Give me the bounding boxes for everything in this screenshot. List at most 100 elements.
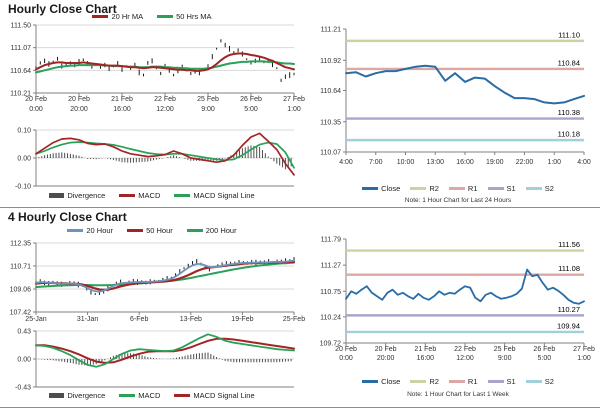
- legend-item-macd-signal-line: MACD Signal Line: [174, 191, 255, 200]
- svg-text:9:00: 9:00: [498, 355, 512, 362]
- legend-label: S2: [544, 377, 554, 386]
- four-hourly-chart-title: 4 Hourly Close Chart: [8, 210, 127, 224]
- legend-item-divergence: Divergence: [49, 391, 105, 400]
- weekly-note: Note: 1 Hour Chart for Last 1 Week: [407, 391, 509, 398]
- legend-label: S1: [506, 377, 516, 386]
- svg-text:13:00: 13:00: [426, 159, 444, 166]
- svg-text:22 Feb: 22 Feb: [454, 346, 476, 353]
- legend-label: Close: [381, 377, 401, 386]
- hourly-ma-legend: 20 Hr MA 50 Hrs MA: [6, 12, 298, 21]
- legend-line-swatch-icon: [186, 229, 203, 232]
- hourly-macd-legend: Divergence MACD MACD Signal Line: [6, 191, 298, 200]
- legend-line-swatch-icon: [174, 194, 191, 197]
- legend-line-swatch-icon: [119, 194, 136, 197]
- legend-line-swatch-icon: [362, 380, 379, 383]
- svg-text:16:00: 16:00: [456, 159, 474, 166]
- legend-item-s2: S2: [525, 184, 554, 193]
- svg-text:31-Jan: 31-Jan: [77, 316, 99, 323]
- weekly-levels-legend: Close R2 R1 S1 S2: [316, 377, 600, 386]
- legend-item-close: Close: [362, 184, 400, 193]
- intraday-note: Note: 1 Hour Chart for Last 24 Hours: [404, 197, 512, 204]
- svg-text:0.00: 0.00: [17, 156, 31, 163]
- legend-line-swatch-icon: [525, 187, 542, 190]
- svg-text:110.75: 110.75: [320, 289, 341, 296]
- svg-text:7:00: 7:00: [369, 159, 383, 166]
- svg-text:10:00: 10:00: [397, 159, 415, 166]
- legend-item-r1: R1: [448, 184, 478, 193]
- legend-item-s1: S1: [487, 184, 516, 193]
- svg-text:27 Feb: 27 Feb: [283, 96, 305, 103]
- svg-text:0.00: 0.00: [17, 357, 31, 364]
- svg-text:110.92: 110.92: [320, 58, 341, 65]
- svg-text:111.21: 111.21: [321, 27, 341, 34]
- legend-label: 200 Hour: [205, 226, 237, 235]
- svg-text:22 Feb: 22 Feb: [154, 96, 176, 103]
- legend-line-swatch-icon: [448, 380, 465, 383]
- legend-label: S2: [544, 184, 554, 193]
- four-hourly-ma-legend: 20 Hour 50 Hour 200 Hour: [6, 226, 298, 235]
- svg-text:110.07: 110.07: [320, 150, 341, 157]
- svg-text:12:00: 12:00: [456, 355, 474, 362]
- svg-text:0.10: 0.10: [17, 128, 31, 135]
- svg-text:111.27: 111.27: [321, 263, 341, 270]
- svg-text:0:00: 0:00: [339, 355, 353, 362]
- svg-text:12:00: 12:00: [156, 106, 174, 113]
- legend-item-r2: R2: [410, 377, 439, 386]
- legend-label: 50 Hour: [146, 226, 173, 235]
- svg-text:5:00: 5:00: [244, 106, 258, 113]
- legend-label: 20 Hr MA: [111, 12, 144, 21]
- legend-line-swatch-icon: [410, 380, 427, 383]
- svg-text:-0.10: -0.10: [15, 184, 31, 191]
- svg-text:25 Feb: 25 Feb: [494, 346, 516, 353]
- svg-text:22:00: 22:00: [516, 159, 534, 166]
- svg-text:20:00: 20:00: [70, 106, 88, 113]
- svg-text:26 Feb: 26 Feb: [533, 346, 555, 353]
- svg-text:20:00: 20:00: [377, 355, 395, 362]
- svg-text:21 Feb: 21 Feb: [111, 96, 133, 103]
- svg-text:107.42: 107.42: [10, 310, 32, 317]
- svg-text:109.94: 109.94: [557, 321, 580, 330]
- legend-item-macd: MACD: [119, 191, 160, 200]
- svg-text:110.35: 110.35: [320, 119, 341, 126]
- svg-text:-0.43: -0.43: [15, 385, 31, 392]
- svg-text:1:00: 1:00: [577, 355, 591, 362]
- svg-text:111.56: 111.56: [558, 240, 580, 249]
- svg-text:4:00: 4:00: [339, 159, 353, 166]
- svg-text:110.71: 110.71: [10, 263, 31, 270]
- svg-text:25 Feb: 25 Feb: [197, 96, 219, 103]
- svg-text:110.64: 110.64: [10, 68, 31, 75]
- four-hourly-macd-chart: 0.43 0.00 -0.43: [15, 329, 295, 392]
- svg-text:27 Feb: 27 Feb: [573, 346, 595, 353]
- svg-text:109.06: 109.06: [10, 287, 32, 294]
- svg-text:111.07: 111.07: [11, 45, 31, 52]
- legend-label: Divergence: [67, 391, 106, 400]
- svg-text:20 Feb: 20 Feb: [25, 96, 47, 103]
- legend-label: 20 Hour: [86, 226, 114, 235]
- legend-item-r2: R2: [410, 184, 439, 193]
- legend-label: Close: [381, 184, 401, 193]
- legend-label: MACD Signal Line: [193, 191, 255, 200]
- svg-text:110.64: 110.64: [320, 88, 341, 95]
- svg-text:16:00: 16:00: [417, 355, 435, 362]
- legend-line-swatch-icon: [362, 187, 379, 190]
- legend-item-s2: S2: [525, 377, 554, 386]
- intraday-levels-chart: 111.21 110.92 110.64 110.35 110.07 4:00 7:00 10…: [320, 27, 591, 167]
- legend-label: S1: [506, 184, 516, 193]
- svg-text:112.35: 112.35: [10, 241, 31, 248]
- legend-label: MACD Signal Line: [193, 391, 255, 400]
- legend-bar-swatch-icon: [49, 193, 65, 198]
- legend-item-200-hour: 200 Hour: [186, 226, 237, 235]
- legend-line-swatch-icon: [67, 229, 84, 232]
- svg-text:4:00: 4:00: [577, 159, 591, 166]
- legend-label: R1: [467, 377, 478, 386]
- svg-text:1:00: 1:00: [287, 106, 301, 113]
- legend-bar-swatch-icon: [49, 393, 65, 398]
- svg-text:21 Feb: 21 Feb: [414, 346, 436, 353]
- legend-line-swatch-icon: [410, 187, 427, 190]
- svg-text:111.10: 111.10: [558, 30, 580, 39]
- svg-text:5:00: 5:00: [538, 355, 552, 362]
- legend-line-swatch-icon: [487, 187, 504, 190]
